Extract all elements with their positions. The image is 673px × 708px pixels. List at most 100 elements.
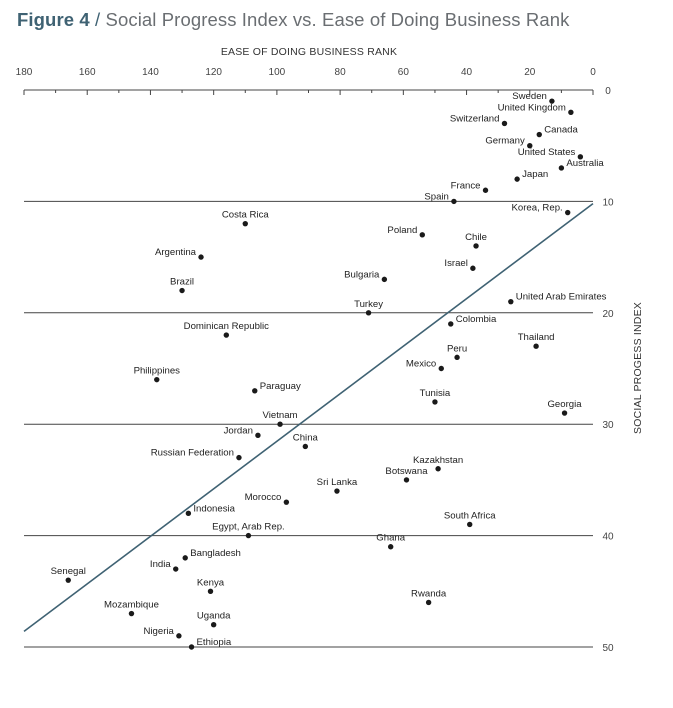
x-tick-label: 80 — [335, 67, 347, 78]
grid-lines — [23, 89, 594, 648]
data-point — [245, 532, 252, 539]
point-label: Mexico — [406, 359, 436, 370]
x-tick-label: 0 — [590, 67, 596, 78]
point-label: Vietnam — [263, 410, 298, 421]
data-point — [154, 376, 160, 383]
axis-ticks: 180 160 140 120 100 80 60 40 20 00 10 20 30 40 50 — [16, 67, 614, 654]
point-label: Uganda — [197, 611, 231, 622]
point-label: Ghana — [376, 533, 405, 544]
data-point — [470, 265, 476, 271]
data-point — [128, 610, 135, 617]
point-label: Georgia — [547, 399, 582, 410]
data-point — [558, 165, 565, 171]
point-label: Ethiopia — [197, 637, 232, 648]
point-label: Brazil — [170, 277, 194, 288]
point-label: Israel — [444, 258, 467, 269]
data-point — [65, 577, 71, 583]
x-tick-label: 60 — [398, 67, 410, 78]
x-tick-label: 100 — [269, 67, 286, 78]
point-label: Kazakhstan — [413, 455, 463, 466]
y-tick-label: 50 — [602, 643, 614, 654]
point-label: Botswana — [385, 466, 428, 477]
point-label: Peru — [447, 343, 467, 354]
data-point — [207, 588, 214, 594]
y-tick-label: 0 — [605, 86, 611, 97]
data-point — [223, 332, 230, 338]
data-point — [527, 143, 533, 149]
point-label: Costa Rica — [222, 210, 270, 221]
data-point — [425, 599, 432, 606]
data-point — [454, 354, 460, 361]
point-label: Colombia — [456, 314, 497, 325]
x-tick-label: 180 — [16, 67, 33, 78]
point-label: Dominican Republic — [184, 321, 270, 332]
data-point — [432, 399, 438, 405]
data-point — [173, 566, 179, 572]
point-label: Bangladesh — [190, 548, 241, 559]
data-point — [482, 187, 489, 193]
point-label: Rwanda — [411, 588, 447, 599]
y-tick-label: 30 — [602, 420, 614, 431]
y-axis-title: SOCIAL PROGESS INDEX — [632, 302, 644, 434]
title-suffix: vs. Ease of Doing Business Rank — [292, 9, 570, 30]
data-point — [236, 454, 242, 461]
point-label: Jordan — [224, 425, 253, 436]
data-point — [387, 544, 394, 550]
y-tick-label: 20 — [602, 309, 614, 320]
point-label: Korea, Rep. — [512, 203, 563, 214]
data-point — [403, 477, 410, 483]
point-label: Senegal — [51, 566, 86, 577]
data-point — [185, 510, 192, 517]
title-main: Social Progress Index — [105, 9, 288, 30]
point-label: India — [150, 559, 171, 570]
point-label: South Africa — [444, 510, 496, 521]
data-point — [176, 633, 182, 639]
trendline — [23, 202, 594, 633]
point-label: Tunisia — [420, 388, 451, 399]
data-point — [451, 198, 457, 205]
data-point — [549, 98, 555, 104]
data-point — [565, 209, 571, 216]
data-point — [577, 154, 584, 160]
point-label: Thailand — [518, 332, 555, 343]
data-point — [448, 321, 454, 327]
x-axis-title: EASE OF DOING BUSINESS RANK — [221, 46, 397, 58]
point-label: Nigeria — [143, 626, 174, 637]
data-point — [501, 120, 508, 127]
data-point — [435, 466, 441, 472]
x-tick-label: 120 — [205, 67, 222, 78]
data-point — [302, 443, 309, 450]
data-point — [381, 276, 388, 283]
point-label: Argentina — [155, 247, 197, 258]
point-label: Mozambique — [104, 600, 159, 611]
data-point — [514, 176, 520, 182]
point-label: Egypt, Arab Rep. — [212, 522, 285, 533]
point-label: Paraguay — [260, 381, 301, 392]
point-label: Turkey — [354, 299, 383, 310]
point-label: Philippines — [134, 366, 181, 377]
point-label: United Arab Emirates — [516, 292, 607, 303]
data-point — [334, 488, 340, 494]
point-label: France — [451, 180, 481, 191]
point-label: United Kingdom — [498, 102, 566, 113]
point-label: Chile — [465, 232, 487, 243]
point-label: Sri Lanka — [317, 477, 358, 488]
x-tick-label: 20 — [524, 67, 536, 78]
trendline-group — [23, 202, 594, 633]
data-point — [365, 310, 372, 316]
data-point — [283, 499, 290, 505]
data-point — [210, 622, 217, 628]
data-point — [568, 109, 574, 115]
point-label: United States — [518, 147, 576, 158]
x-tick-label: 140 — [142, 67, 159, 78]
data-point — [188, 644, 195, 650]
point-label: Poland — [387, 225, 417, 236]
data-point — [438, 365, 444, 372]
data-point — [419, 232, 425, 238]
data-point — [198, 254, 204, 260]
point-label: Indonesia — [193, 503, 235, 514]
x-tick-label: 40 — [461, 67, 473, 78]
y-tick-label: 10 — [602, 197, 614, 208]
